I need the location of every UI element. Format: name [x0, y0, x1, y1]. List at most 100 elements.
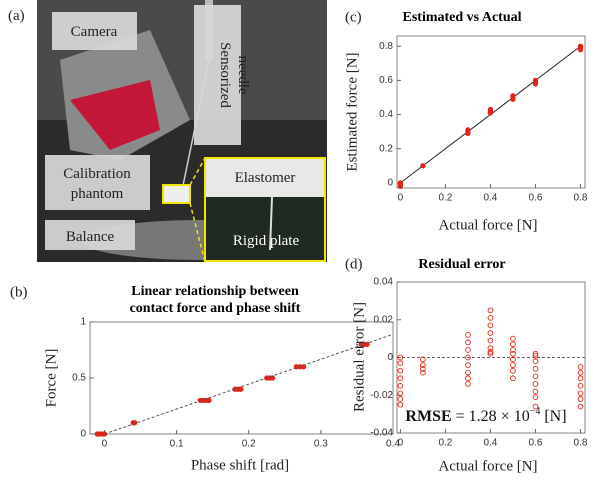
zoom-line [189, 202, 206, 263]
y-tick-label: 0.04 [374, 277, 394, 288]
y-tick-label: 0.2 [379, 143, 393, 154]
data-point [487, 106, 494, 113]
data-point [397, 382, 404, 389]
data-point [577, 382, 584, 389]
x-tick-label: 0 [398, 193, 404, 204]
annotation-part: = 1.28 × 10 [452, 408, 530, 425]
data-point [397, 390, 404, 397]
data-point [510, 367, 516, 374]
data-point [487, 322, 494, 329]
data-point [577, 396, 584, 402]
x-tick-label: 0.2 [438, 193, 452, 204]
y-tick-label: 0 [387, 178, 393, 189]
data-point [532, 350, 539, 357]
data-point [238, 386, 244, 392]
data-point [487, 315, 494, 321]
y-tick-label: 0.4 [379, 109, 393, 120]
x-tick-label: 0.1 [170, 439, 184, 450]
data-point [510, 350, 516, 357]
data-point [532, 373, 539, 380]
data-point [465, 339, 471, 346]
y-tick-label: 0.02 [374, 314, 394, 325]
panel-label: (c) [345, 9, 362, 25]
data-point [487, 337, 494, 344]
x-tick-label: 0.4 [386, 439, 400, 450]
y-tick-label: -0.04 [370, 428, 393, 439]
data-point [300, 364, 307, 370]
data-point [397, 401, 404, 408]
data-point [510, 335, 516, 342]
y-tick-label: 0.6 [379, 75, 393, 86]
zoom-box [162, 184, 191, 204]
data-point [510, 347, 516, 353]
photo-label: Elastomer [235, 170, 296, 186]
data-point [397, 360, 404, 367]
photo-label: Rigid plate [233, 233, 300, 249]
chart-title: Linear relationship between [131, 284, 299, 299]
inset-needle [269, 196, 273, 251]
data-point [465, 375, 471, 382]
data-point [510, 362, 516, 368]
data-point [206, 397, 212, 404]
data-point [465, 381, 471, 387]
data-point [532, 365, 539, 372]
data-point [577, 43, 584, 49]
data-point [532, 394, 539, 400]
y-tick-label: 0 [80, 429, 86, 440]
data-point [510, 375, 516, 382]
data-point [465, 332, 471, 338]
photo-label: needle [235, 55, 251, 94]
x-tick-label: 0.6 [529, 193, 543, 204]
x-tick-label: 0.3 [314, 439, 328, 450]
x-axis-label: Actual force [N] [438, 217, 537, 233]
fit-line [104, 333, 394, 435]
camera-grip [70, 80, 160, 150]
annotation-part: RMSE [405, 408, 451, 425]
data-point [577, 375, 584, 382]
label-box [194, 5, 241, 145]
x-tick-label: 0.8 [574, 438, 588, 449]
zoom-line [189, 157, 206, 186]
data-point [397, 367, 404, 374]
data-point [487, 345, 494, 351]
data-point [532, 388, 539, 395]
data-point [487, 330, 494, 336]
data-point [487, 350, 494, 357]
panel-label: (d) [345, 256, 363, 272]
data-point [510, 356, 516, 363]
x-axis-label: Phase shift [rad] [191, 457, 289, 473]
plot-frame [396, 35, 586, 189]
x-tick-label: 0.4 [483, 193, 497, 204]
data-point [465, 354, 471, 361]
chart-title: Estimated vs Actual [403, 10, 522, 25]
chart-title: contact force and phase shift [130, 301, 301, 316]
data-point [577, 390, 584, 397]
data-point [532, 77, 539, 84]
y-tick-label: 0.8 [379, 41, 393, 52]
photo: Camera Sensorized needle Calibration pha… [8, 0, 327, 263]
annotation: RMSE = 1.28 × 10−4 [N] [405, 406, 566, 425]
data-point [465, 127, 471, 133]
data-point [577, 364, 584, 370]
elastomer [206, 159, 324, 197]
photo-label: Calibration [63, 166, 131, 182]
panel-label: (a) [8, 8, 25, 24]
label-box [52, 12, 137, 50]
x-tick-label: 0.8 [574, 193, 588, 204]
data-point [532, 403, 539, 410]
label-box [45, 220, 135, 250]
y-axis-label: Residual error [N] [351, 302, 367, 412]
y-axis-label: Force [N] [43, 349, 59, 408]
data-point [420, 356, 426, 363]
photo-label: Balance [66, 229, 115, 245]
data-point [532, 381, 539, 387]
data-point [420, 369, 426, 376]
x-tick-label: 0.2 [438, 438, 452, 449]
data-point [577, 403, 584, 410]
x-tick-label: 0.2 [242, 439, 256, 450]
photo-label: Camera [71, 24, 118, 40]
data-point [465, 347, 471, 353]
y-tick-label: -0.02 [370, 390, 393, 401]
data-point [532, 358, 539, 365]
